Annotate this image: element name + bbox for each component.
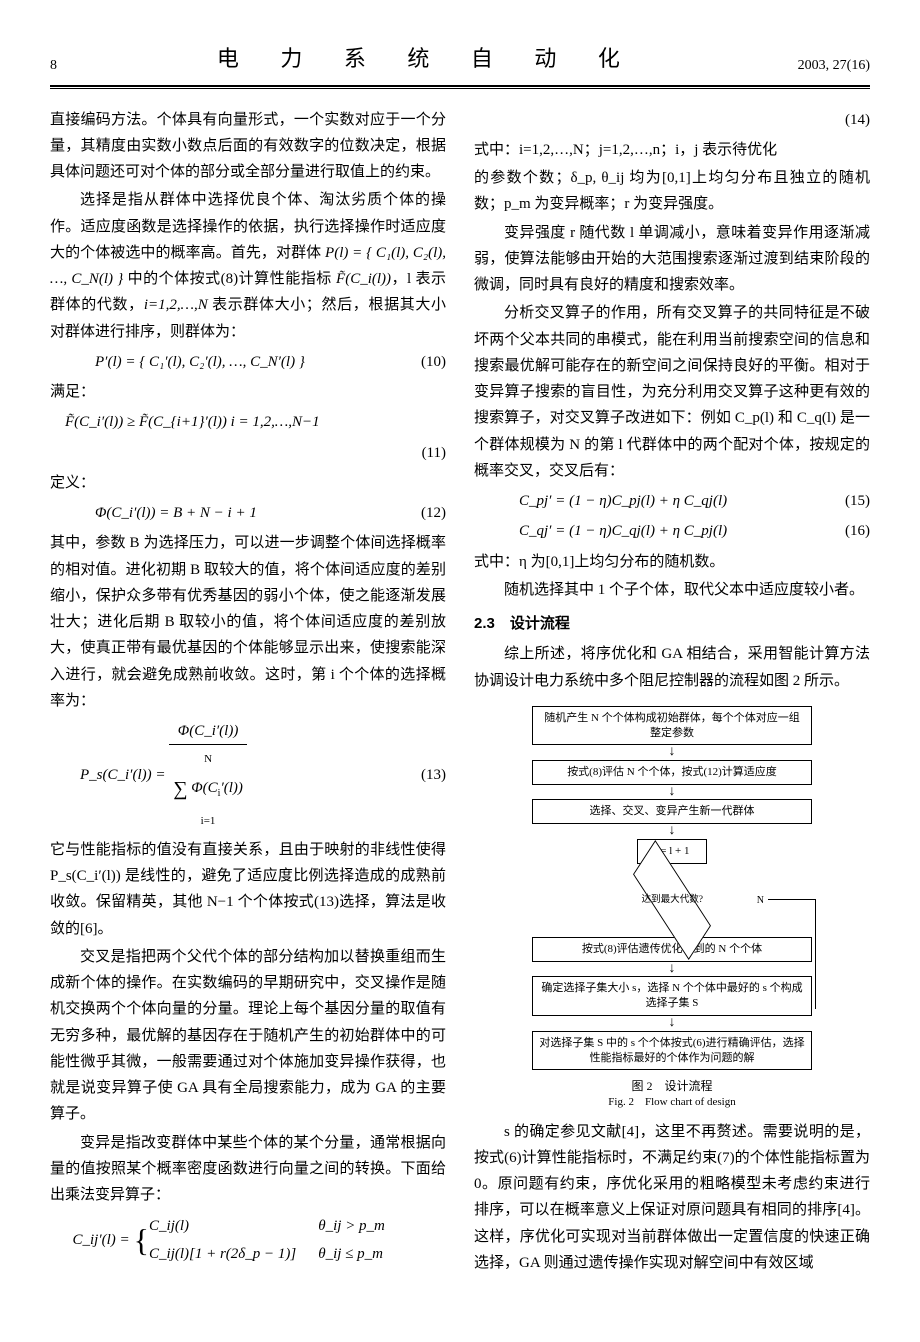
para: 式中：i=1,2,…,N；j=1,2,…,n；i，j 表示待优化 [474,137,870,163]
flow-node-8: 对选择子集 S 中的 s 个个体按式(6)进行精确评估，选择性能指标最好的个体作… [532,1031,812,1071]
header-rule-thin [50,88,870,89]
body-columns: 直接编码方法。个体具有向量形式，一个实数对应于一个分量，其精度由实数小数点后面的… [50,107,870,1277]
header-rule-thick [50,85,870,87]
para: 直接编码方法。个体具有向量形式，一个实数对应于一个分量，其精度由实数小数点后面的… [50,107,446,186]
loop-back-line [768,899,816,1009]
arrow-down-icon: ↓ [532,1017,812,1030]
para: 综上所述，将序优化和 GA 相结合，采用智能计算方法协调设计电力系统中多个阻尼控… [474,641,870,694]
figure-2-flowchart: 随机产生 N 个个体构成初始群体，每个个体对应一组整定参数 ↓ 按式(8)评估 … [532,706,812,1111]
para: 变异强度 r 随代数 l 单调减小，意味着变异作用逐渐减弱，使算法能够由开始的大… [474,220,870,299]
equation-10: P′(l) = { C₁′(l), C₂′(l), …, C_N′(l) } (… [50,349,446,375]
para: 分析交叉算子的作用，所有交叉算子的共同特征是不破坏两个父本共同的串模式，能在利用… [474,300,870,484]
page: 8 电 力 系 统 自 动 化 2003, 27(16) 直接编码方法。个体具有… [0,0,920,1342]
page-number: 8 [50,54,57,79]
equation-15: C_pj′ = (1 − η)C_pj(l) + η C_qj(l) (15) [474,488,870,514]
equation-12: Φ(C_i′(l)) = B + N − i + 1 (12) [50,500,446,526]
issue-info: 2003, 27(16) [798,54,870,79]
para: 变异是指改变群体中某些个体的某个分量，通常根据向量的值按照某个概率密度函数进行向… [50,1130,446,1209]
flow-node-2: 按式(8)评估 N 个个体，按式(12)计算适应度 [532,760,812,785]
para: 满足： [50,379,446,405]
para: 交叉是指把两个父代个体的部分结构加以替换重组而生成新个体的操作。在实数编码的早期… [50,944,446,1128]
flow-node-1: 随机产生 N 个个体构成初始群体，每个个体对应一组整定参数 [532,706,812,746]
section-2-3-title: 2.3 设计流程 [474,611,870,637]
para: 定义： [50,470,446,496]
figure-2-caption: 图 2 设计流程 Fig. 2 Flow chart of design [532,1078,812,1110]
decision-label-n: N [757,892,764,910]
para: 其中，参数 B 为选择压力，可以进一步调整个体间选择概率的相对值。进化初期 B … [50,530,446,714]
para: s 的确定参见文献[4]，这里不再赘述。需要说明的是，按式(6)计算性能指标时，… [474,1119,870,1277]
page-header: 8 电 力 系 统 自 动 化 2003, 27(16) [50,40,870,85]
para: 的参数个数；δ_p, θ_ij 均为[0,1]上均匀分布且独立的随机数；p_m … [474,165,870,218]
equation-14-num: (14) [474,107,870,133]
para: 随机选择其中 1 个子个体，取代父本中适应度较小者。 [474,577,870,603]
equation-14: C_ij′(l) = { C_ij(l) θ_ij > p_m C_ij(l)[… [50,1212,446,1268]
flow-decision-row: 达到最大代数? N Y [532,878,812,922]
equation-11-num: (11) [50,440,446,466]
arrow-down-icon: ↓ [532,746,812,759]
equation-16: C_qj′ = (1 − η)C_qj(l) + η C_pj(l) (16) [474,518,870,544]
equation-13: P_s(C_i′(l)) = Φ(C_i′(l)) N∑ Φ(Ci′(l))i=… [50,718,446,833]
para: 式中：η 为[0,1]上均匀分布的随机数。 [474,549,870,575]
arrow-down-icon: ↓ [532,825,812,838]
equation-11: F̃(C_i′(l)) ≥ F̃(C_{i+1}′(l)) i = 1,2,…,… [50,409,446,435]
arrow-down-icon: ↓ [532,786,812,799]
para: 它与性能指标的值没有直接关系，且由于映射的非线性使得 P_s(C_i′(l)) … [50,837,446,942]
para: 选择是指从群体中选择优良个体、淘汰劣质个体的操作。适应度函数是选择操作的依据，执… [50,187,446,345]
flow-node-3: 选择、交叉、变异产生新一代群体 [532,799,812,824]
journal-title: 电 力 系 统 自 动 化 [217,40,638,79]
